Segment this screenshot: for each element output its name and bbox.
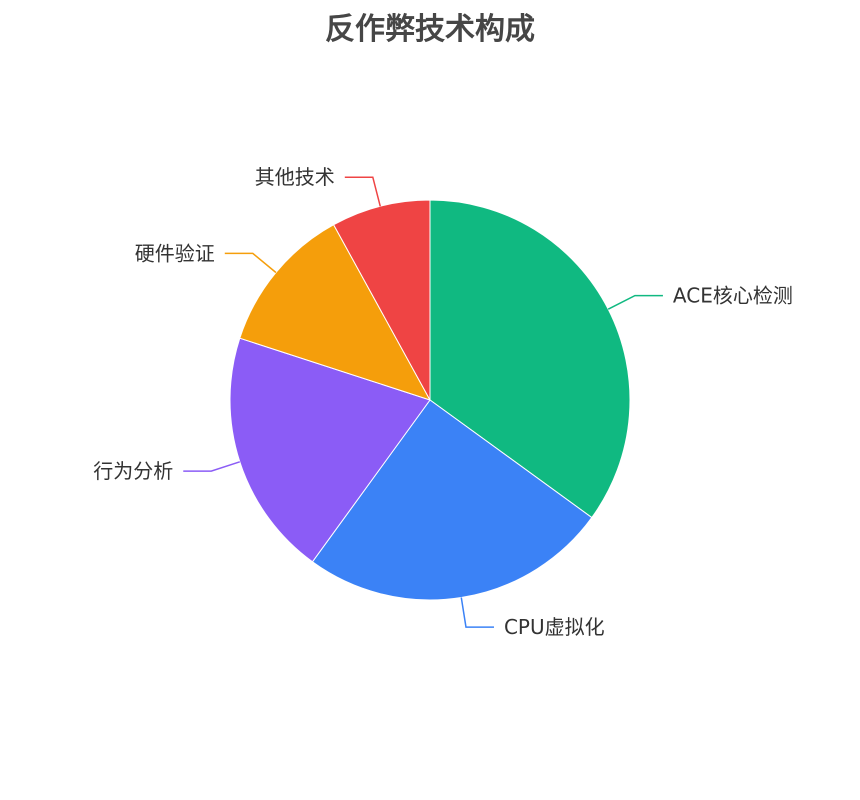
label-line: [344, 176, 381, 207]
chart-title: 反作弊技术构成: [325, 12, 535, 47]
pie-slice[interactable]: [429, 199, 631, 519]
label-line: [224, 252, 277, 274]
slice-label: CPU虚拟化: [504, 615, 605, 639]
label-line: [183, 461, 241, 472]
pie-slice[interactable]: [239, 224, 432, 401]
pie-slice[interactable]: [332, 199, 431, 401]
pie-slice[interactable]: [229, 337, 431, 563]
slice-label: 硬件验证: [135, 241, 215, 265]
slice-label: 其他技术: [255, 165, 335, 189]
slice-label: ACE核心检测: [673, 284, 793, 308]
pie-slice[interactable]: [311, 399, 593, 601]
label-line: [460, 597, 494, 628]
label-line: [607, 294, 663, 310]
slice-label: 行为分析: [93, 459, 173, 483]
